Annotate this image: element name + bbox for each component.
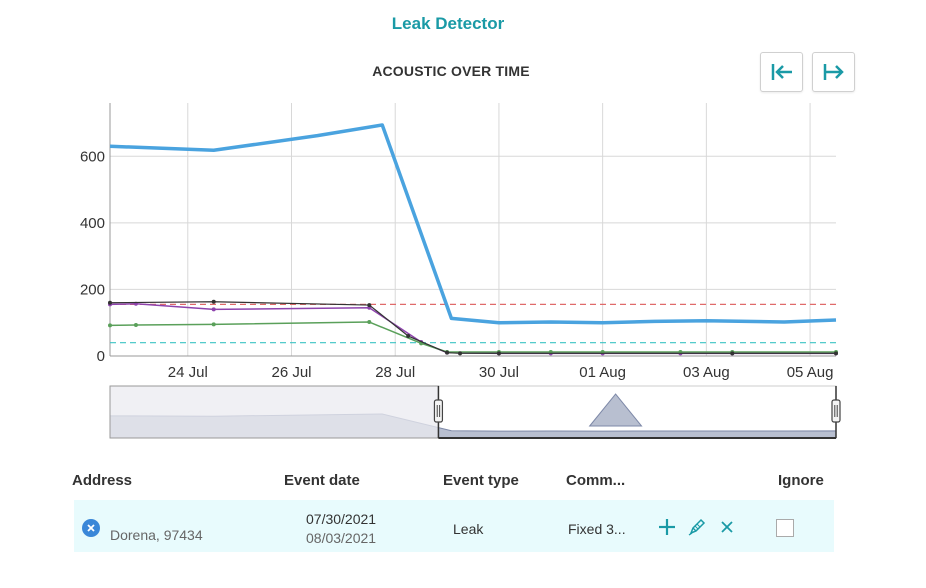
y-tick-label: 400 xyxy=(80,215,105,232)
row-event-date-end: 08/03/2021 xyxy=(306,530,377,546)
column-header-comments[interactable]: Comm... xyxy=(566,472,626,489)
acoustic-chart: 24 Jul 26 Jul 28 Jul 30 Jul 01 Aug 03 Aug 05 A… xyxy=(80,103,841,439)
series-point-3 xyxy=(367,303,372,308)
row-event-type: Leak xyxy=(453,521,484,537)
series-point-3 xyxy=(108,300,112,305)
arrow-left-to-line-icon xyxy=(771,64,792,80)
x-tick-label: 24 Jul xyxy=(168,364,208,381)
series-line-2 xyxy=(109,321,836,353)
series-line-0 xyxy=(109,123,837,325)
series-point-2 xyxy=(367,320,372,325)
table-header: Address Event date Event type Comm... Ig… xyxy=(0,472,926,494)
series-point-2 xyxy=(133,323,138,328)
chart-title: ACOUSTIC OVER TIME xyxy=(372,63,530,79)
x-tick-label: 30 Jul xyxy=(479,364,519,381)
x-tick-label: 26 Jul xyxy=(271,364,311,381)
ignore-checkbox[interactable] xyxy=(776,519,794,537)
remove-circle-icon[interactable] xyxy=(82,519,100,537)
column-header-event-date[interactable]: Event date xyxy=(284,472,360,489)
row-address: Dorena, 97434 xyxy=(110,527,203,543)
edit-pencil-icon[interactable] xyxy=(686,516,708,538)
column-header-event-type[interactable]: Event type xyxy=(443,472,519,489)
series-point-2 xyxy=(211,322,216,327)
prev-range-button[interactable] xyxy=(760,52,803,92)
row-event-date-start: 07/30/2021 xyxy=(306,511,377,527)
navigator-handle[interactable] xyxy=(433,399,444,423)
series-point-3 xyxy=(211,299,216,304)
app-title: Leak Detector xyxy=(391,14,505,33)
table-row[interactable]: Dorena, 97434 07/30/2021 08/03/2021 Leak… xyxy=(74,500,834,552)
series-point-2 xyxy=(108,323,112,328)
next-range-button[interactable] xyxy=(812,52,855,92)
delete-x-icon[interactable] xyxy=(716,516,738,538)
column-header-ignore[interactable]: Ignore xyxy=(778,472,824,489)
series-point-3 xyxy=(445,350,450,355)
series-point-3 xyxy=(458,351,463,356)
arrow-right-from-line-icon xyxy=(823,64,844,80)
series-point-1 xyxy=(211,307,216,312)
series-point-3 xyxy=(406,334,411,339)
add-comment-plus-icon[interactable] xyxy=(656,516,678,538)
series-line-1 xyxy=(109,302,836,355)
navigator-handle[interactable] xyxy=(831,399,841,423)
y-tick-label: 0 xyxy=(97,348,105,365)
x-tick-label: 05 Aug xyxy=(787,364,834,381)
navigator-selection xyxy=(109,385,439,439)
navigator-spike xyxy=(588,393,643,427)
x-tick-label: 01 Aug xyxy=(579,364,626,381)
y-tick-label: 200 xyxy=(80,281,105,298)
series-point-3 xyxy=(730,351,735,356)
row-comment: Fixed 3... xyxy=(568,521,626,537)
series-point-3 xyxy=(496,351,501,356)
column-header-address[interactable]: Address xyxy=(72,472,133,489)
series-point-3 xyxy=(834,351,838,356)
y-tick-label: 600 xyxy=(80,148,105,165)
x-tick-label: 28 Jul xyxy=(375,364,415,381)
x-tick-label: 03 Aug xyxy=(683,364,730,381)
